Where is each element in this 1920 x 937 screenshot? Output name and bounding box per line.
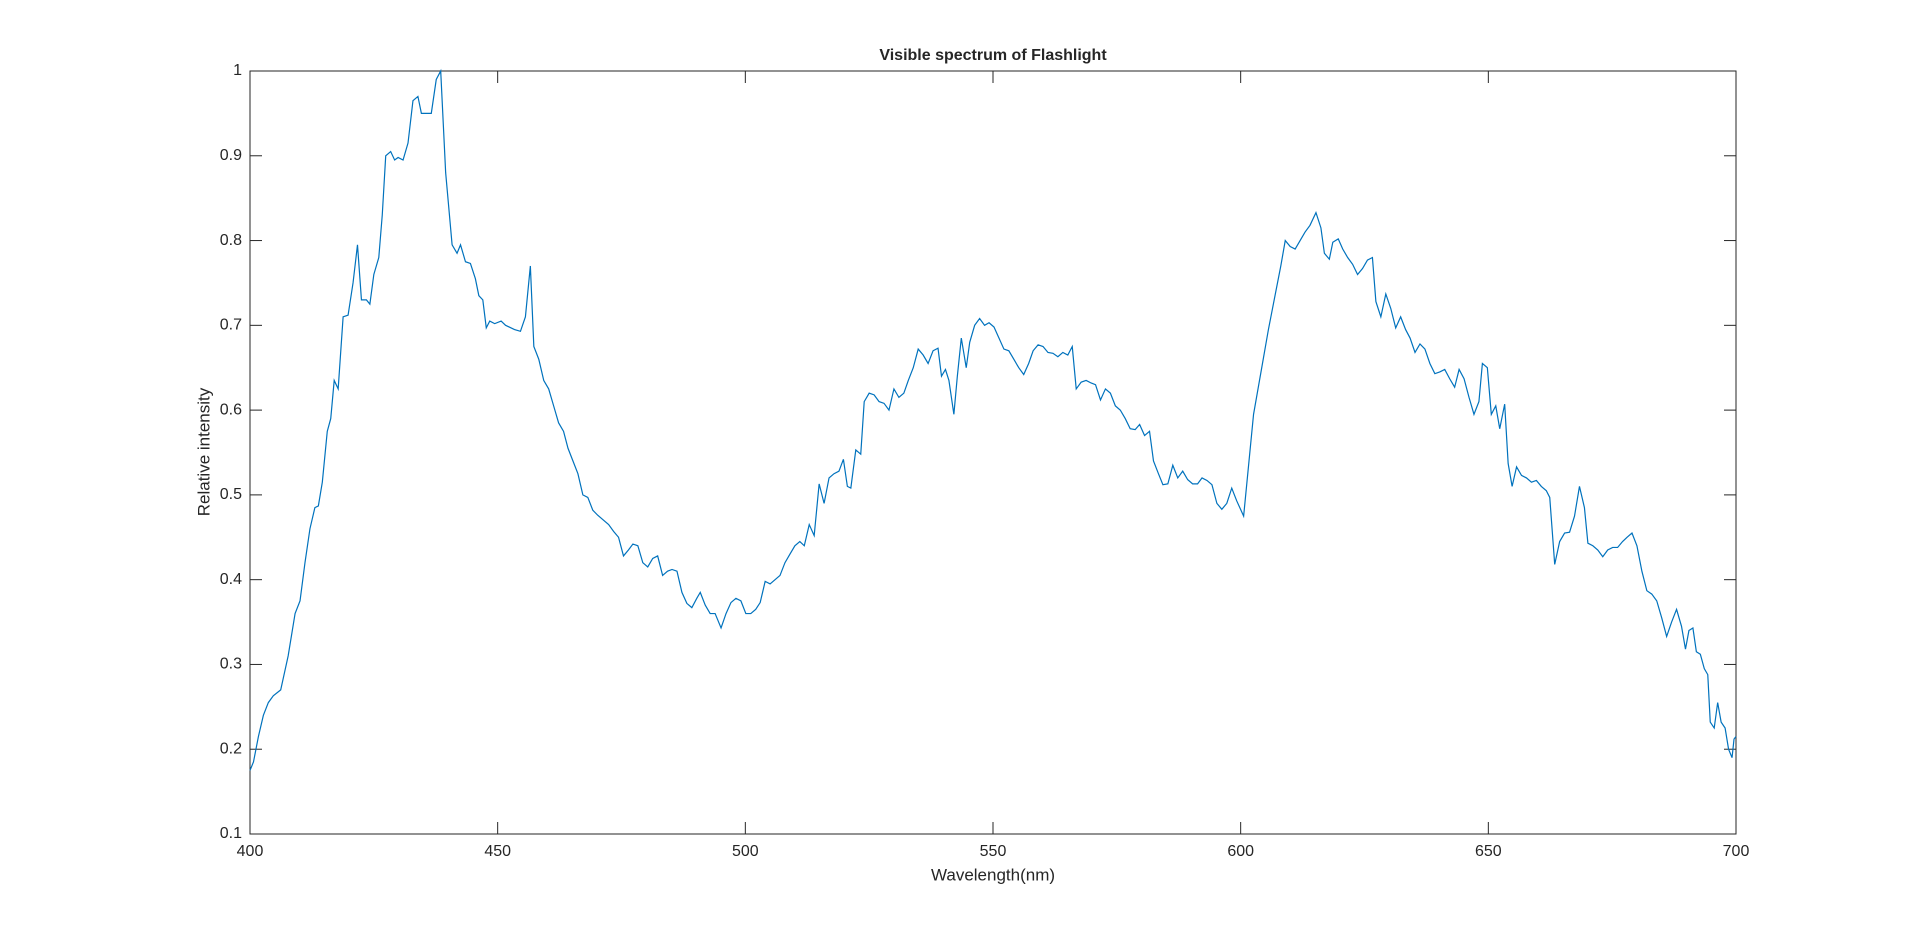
x-axis-label: Wavelength(nm) (931, 865, 1055, 884)
x-tick-label: 700 (1723, 843, 1750, 860)
y-tick-label: 0.3 (220, 656, 242, 673)
y-tick-label: 0.8 (220, 232, 242, 249)
y-tick-label: 0.1 (220, 825, 242, 842)
x-tick-label: 600 (1227, 843, 1254, 860)
x-tick-label: 500 (732, 843, 759, 860)
x-tick-label: 450 (484, 843, 511, 860)
y-tick-label: 0.7 (220, 317, 242, 334)
y-axis-label: Relative intensity (194, 387, 213, 516)
spectrum-line (249, 68, 1737, 771)
y-tick-label: 0.2 (220, 740, 242, 757)
y-tick-label: 0.9 (220, 147, 242, 164)
y-tick-label: 1 (233, 62, 242, 79)
y-tick-label: 0.5 (220, 486, 242, 503)
x-tick-label: 550 (980, 843, 1007, 860)
y-tick-label: 0.6 (220, 401, 242, 418)
y-tick-label: 0.4 (220, 571, 242, 588)
x-tick-label: 400 (237, 843, 264, 860)
x-tick-label: 650 (1475, 843, 1502, 860)
chart-title: Visible spectrum of Flashlight (879, 47, 1107, 64)
plot-frame (249, 70, 1737, 835)
